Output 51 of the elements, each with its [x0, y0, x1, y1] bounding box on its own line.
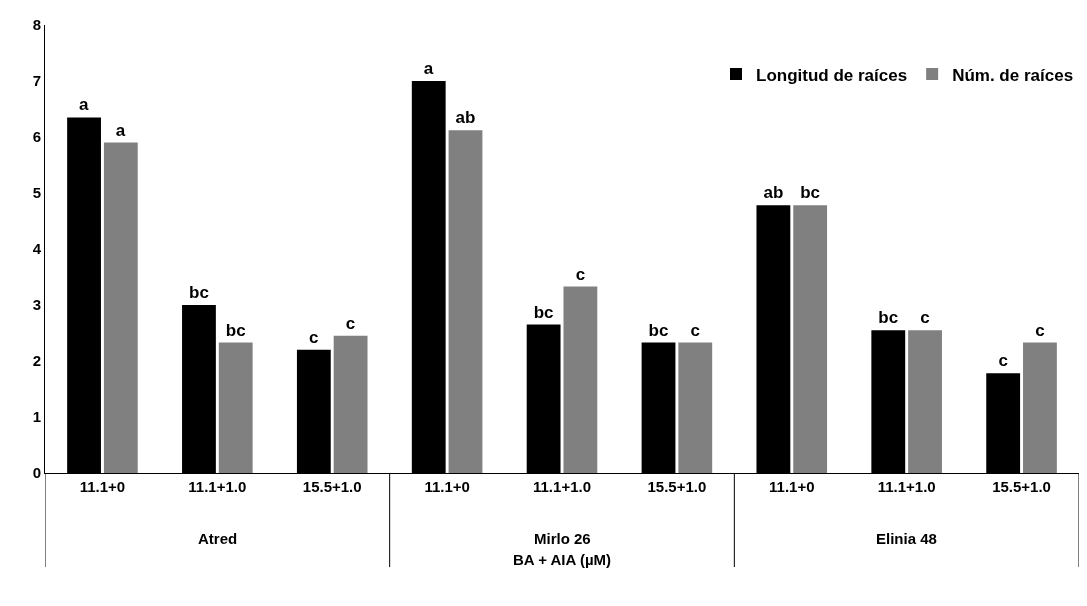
data-label: bc [225, 320, 246, 340]
data-label: bc [189, 283, 209, 302]
data-label: bc [878, 308, 899, 328]
data-label: c [575, 264, 586, 284]
text: Mirlo 26 [534, 530, 591, 547]
x-tick-label: 11.1+0 [769, 478, 815, 495]
data-label: ab [455, 108, 476, 128]
x-tick-label: 15.5+1.0 [992, 478, 1051, 495]
legend-label: Núm. de raíces [952, 65, 1074, 85]
bar [908, 330, 942, 473]
y-tick-label: 4 [32, 240, 42, 258]
bar [1023, 342, 1057, 473]
y-tick-label: 7 [32, 72, 41, 90]
y-tick-label: 6 [32, 128, 41, 146]
bar [563, 286, 598, 473]
bar [448, 130, 483, 473]
x-tick-label: 11.1+1.0 [533, 478, 591, 495]
bar [793, 205, 828, 473]
x-axis-title: BA + AIA (µM) [512, 551, 612, 568]
x-tick-label: 11.1+1.0 [877, 478, 936, 495]
y-tick-label: 8 [32, 16, 41, 34]
bar [103, 142, 138, 473]
x-tick-label: 11.1+0 [79, 478, 126, 495]
bar [218, 342, 253, 473]
y-tick-label: 2 [32, 352, 41, 370]
bar [678, 342, 713, 473]
data-label: a [423, 59, 434, 78]
data-label: c [1035, 320, 1045, 340]
y-tick-label: 5 [32, 184, 41, 202]
data-label: bc [800, 183, 821, 203]
data-label: c [920, 308, 930, 328]
data-label: c [690, 320, 700, 340]
data-label: bc [533, 302, 554, 322]
data-label: a [79, 95, 90, 115]
bar [333, 335, 368, 473]
x-tick-label: 11.1+0 [424, 478, 470, 495]
data-label: c [309, 327, 319, 347]
data-label: c [998, 351, 1008, 371]
x-tick-label: 11.1+1.0 [188, 478, 247, 495]
text: Elinia 48 [876, 530, 937, 547]
y-tick-label: 3 [32, 296, 41, 314]
x-tick-label: 15.5+1.0 [302, 478, 362, 495]
data-label: a [115, 120, 126, 140]
data-label: ab [763, 183, 784, 203]
y-tick-label: 1 [32, 408, 41, 426]
y-tick-label: 0 [32, 464, 41, 482]
data-label: bc [648, 320, 669, 340]
x-tick-label: 15.5+1.0 [647, 478, 707, 495]
text: Atred [198, 530, 238, 547]
data-label: c [345, 313, 356, 333]
legend-label: Longitud de raíces [756, 65, 908, 85]
